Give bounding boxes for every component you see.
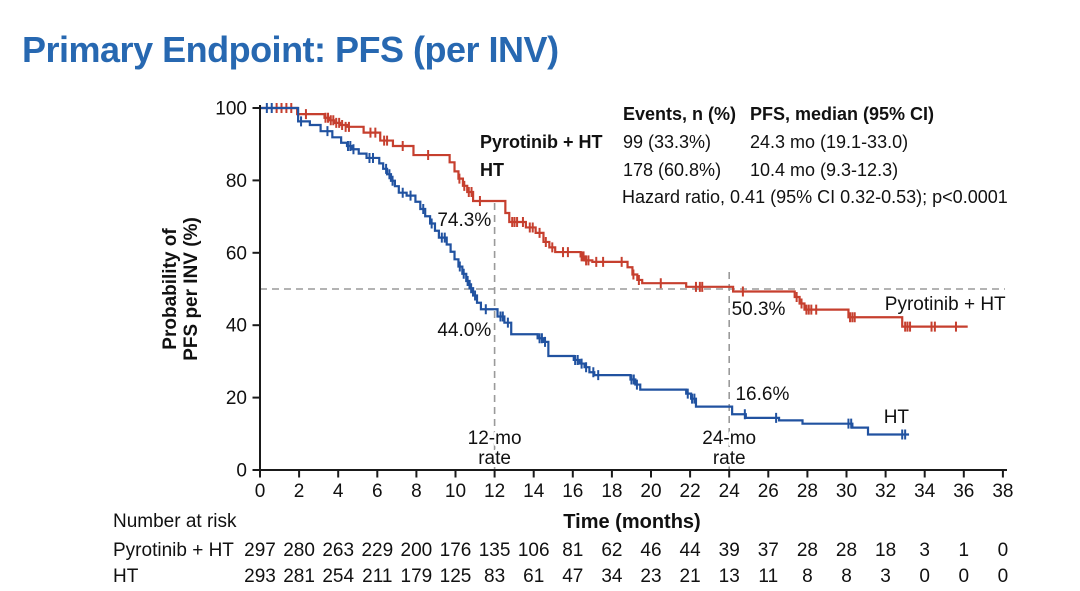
risk-value: 280 [283,540,315,561]
risk-value: 3 [919,540,930,561]
stats-row-label-ht: HT [480,160,504,180]
risk-value: 18 [875,540,896,561]
x-tick-label: 36 [953,481,974,502]
x-tick-label: 20 [640,481,661,502]
x-tick-label: 10 [445,481,466,502]
x-tick-label: 0 [255,481,266,502]
stats-row-events-pyrotinib: 99 (33.3%) [623,132,712,152]
y-axis-title-line1: Probability of [160,228,181,350]
risk-value: 37 [758,540,779,561]
risk-value: 28 [836,540,857,561]
annotation: 44.0% [437,320,491,341]
risk-value: 34 [601,566,623,587]
x-axis-title: Time (months) [563,511,700,533]
risk-value: 62 [601,540,622,561]
risk-value: 263 [322,540,354,561]
risk-value: 83 [484,566,505,587]
risk-value: 297 [244,540,276,561]
risk-value: 135 [479,540,511,561]
y-tick-label: 80 [226,171,247,192]
x-tick-label: 34 [914,481,936,502]
risk-value: 0 [998,566,1009,587]
x-tick-label: 12 [484,481,505,502]
x-tick-label: 16 [562,481,583,502]
x-tick-label: 6 [372,481,383,502]
risk-value: 179 [401,566,433,587]
risk-value: 44 [680,540,702,561]
y-tick-label: 40 [226,316,247,337]
x-tick-label: 2 [294,481,305,502]
risk-value: 21 [680,566,701,587]
x-tick-label: 26 [758,481,779,502]
number-at-risk-title: Number at risk [113,511,237,532]
y-tick-label: 20 [226,388,247,409]
x-tick-label: 32 [875,481,896,502]
risk-value: 0 [959,566,970,587]
annotation: 74.3% [437,210,491,231]
risk-value: 13 [719,566,740,587]
x-tick-label: 14 [523,481,545,502]
y-axis-title-line2: PFS per INV (%) [181,217,202,361]
risk-value: 3 [880,566,891,587]
x-tick-label: 8 [411,481,422,502]
risk-value: 11 [758,566,778,587]
risk-value: 81 [562,540,583,561]
x-tick-label: 24 [719,481,741,502]
stats-row-pfs-pyrotinib: 24.3 mo (19.1-33.0) [750,132,909,152]
risk-value: 254 [322,566,354,587]
risk-row-label: HT [113,566,139,587]
risk-value: 8 [841,566,852,587]
risk-value: 61 [523,566,544,587]
annotation: 16.6% [735,384,789,405]
risk-value: 125 [440,566,472,587]
stats-header-events: Events, n (%) [623,104,737,124]
risk-value: 39 [719,540,740,561]
risk-value: 28 [797,540,818,561]
annotation: HT [884,407,910,428]
km-curve-pyrotinib-ht [260,106,968,328]
risk-value: 293 [244,566,276,587]
annotation: 50.3% [732,299,786,320]
annotation: Pyrotinib + HT [885,294,1006,315]
rate-label: 24-mo [702,428,756,449]
rate-label: rate [478,448,511,469]
risk-value: 1 [959,540,970,561]
x-tick-label: 22 [680,481,701,502]
risk-value: 0 [919,566,930,587]
risk-value: 211 [362,566,392,587]
x-tick-label: 18 [601,481,622,502]
stats-header-pfs: PFS, median (95% CI) [750,104,935,124]
risk-value: 0 [998,540,1009,561]
risk-value: 281 [283,566,315,587]
risk-value: 200 [401,540,433,561]
x-tick-label: 4 [333,481,344,502]
risk-value: 176 [440,540,472,561]
page-title: Primary Endpoint: PFS (per INV) [22,29,559,71]
x-tick-label: 30 [836,481,857,502]
stats-row-pfs-ht: 10.4 mo (9.3-12.3) [750,160,899,180]
risk-value: 47 [562,566,583,587]
stats-row-label-pyrotinib: Pyrotinib + HT [480,132,603,152]
stats-row-events-ht: 178 (60.8%) [623,160,722,180]
y-tick-label: 100 [215,99,247,120]
x-tick-label: 28 [797,481,818,502]
km-curve-ht [260,106,910,436]
y-tick-label: 60 [226,243,247,264]
rate-label: rate [713,448,746,469]
risk-value: 23 [640,566,661,587]
rate-label: 12-mo [468,428,522,449]
risk-value: 46 [640,540,661,561]
risk-value: 106 [518,540,550,561]
risk-row-label: Pyrotinib + HT [113,540,234,561]
axes [259,105,1007,471]
hazard-ratio-text: Hazard ratio, 0.41 (95% CI 0.32-0.53); p… [622,187,1008,207]
risk-value: 229 [361,540,393,561]
censor-marks-ht [265,103,907,440]
risk-value: 8 [802,566,813,587]
y-tick-label: 0 [236,461,247,482]
x-tick-label: 38 [992,481,1013,502]
